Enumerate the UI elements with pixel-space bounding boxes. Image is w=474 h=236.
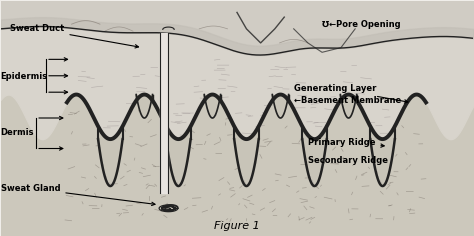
- Polygon shape: [340, 95, 357, 118]
- Text: Primary Ridge: Primary Ridge: [308, 138, 384, 147]
- Polygon shape: [370, 126, 395, 186]
- Text: Generating Layer: Generating Layer: [294, 84, 408, 103]
- Polygon shape: [234, 126, 259, 186]
- Text: Dermis: Dermis: [0, 128, 34, 137]
- Text: Figure 1: Figure 1: [214, 221, 260, 231]
- Text: Sweat Gland: Sweat Gland: [0, 184, 155, 206]
- Text: Secondary Ridge: Secondary Ridge: [308, 156, 388, 165]
- Polygon shape: [98, 126, 123, 186]
- Polygon shape: [302, 126, 327, 186]
- Polygon shape: [273, 95, 289, 118]
- Polygon shape: [204, 95, 220, 118]
- Text: ←Basement Membrane: ←Basement Membrane: [294, 96, 401, 105]
- Text: Epidermis: Epidermis: [0, 72, 48, 81]
- Text: Sweat Duct: Sweat Duct: [10, 24, 138, 48]
- Polygon shape: [136, 95, 153, 118]
- Text: ℧←Pore Opening: ℧←Pore Opening: [322, 20, 401, 29]
- Polygon shape: [166, 126, 191, 186]
